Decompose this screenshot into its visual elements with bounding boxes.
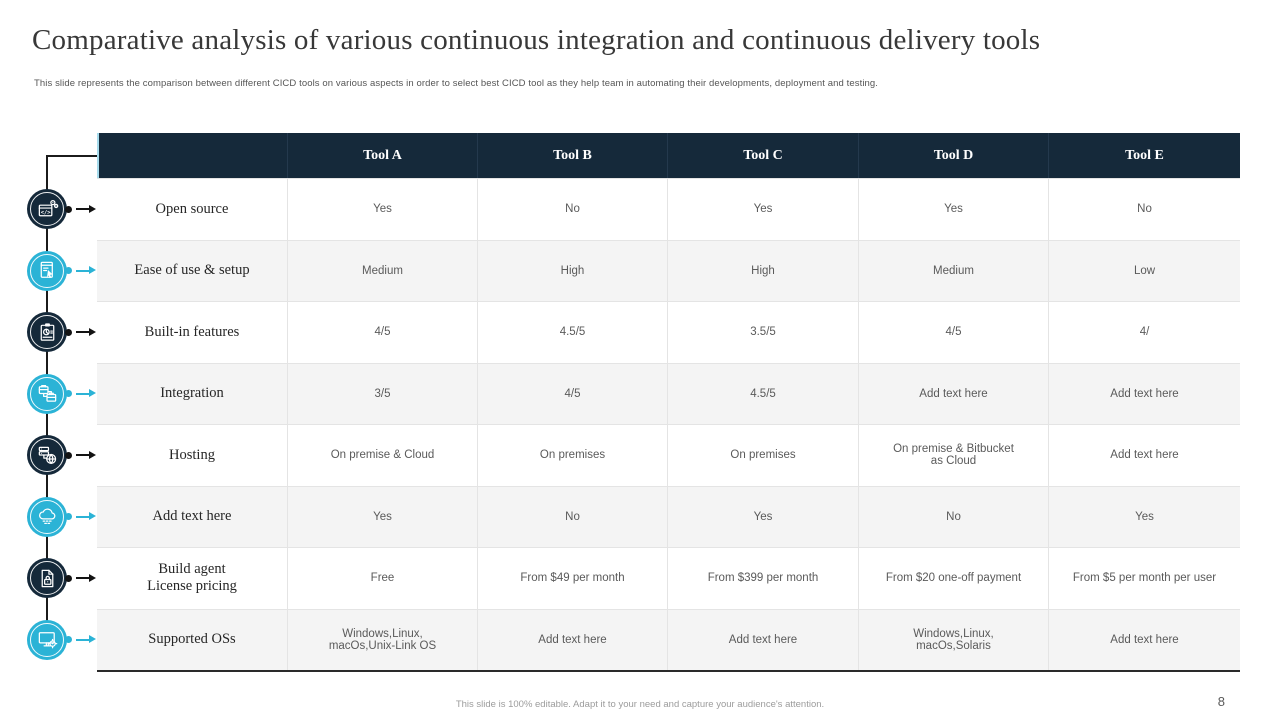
cell-integration-tool-d: Add text here (859, 362, 1049, 424)
cell-pricing-tool-d: From $20 one-off payment (859, 547, 1049, 609)
webpage-pointer-icon (40, 261, 53, 279)
cell-integration-tool-a: 3/5 (288, 362, 478, 424)
row-icon-hosting (27, 435, 67, 475)
row-label-open-source: Open source (97, 178, 288, 240)
clipboard-chart-icon (40, 322, 54, 341)
row-label-hosting: Hosting (97, 424, 288, 486)
cell-open-source-tool-b: No (478, 178, 668, 240)
cell-hosting-tool-b: On premises (478, 424, 668, 486)
cell-features-tool-c: 3.5/5 (668, 301, 859, 363)
cell-features-tool-d: 4/5 (859, 301, 1049, 363)
cell-pricing-tool-c: From $399 per month (668, 547, 859, 609)
row-icon-add-text (27, 496, 67, 537)
row-icon-integration (27, 373, 67, 414)
table-header-tool-a: Tool A (288, 133, 478, 178)
row-label-ease-of-use: Ease of use & setup (97, 239, 288, 301)
row-icon-built-in-features (27, 312, 67, 352)
table-header-tool-b: Tool B (478, 133, 668, 178)
cell-os-tool-a: Windows,Linux, macOs,Unix-Link OS (288, 608, 478, 670)
cell-ease-tool-d: Medium (859, 239, 1049, 301)
code-window-gear-icon: </> (38, 199, 58, 216)
comparison-table: Tool A Tool B Tool C Tool D Tool E Open … (97, 133, 1240, 672)
cell-ease-tool-b: High (478, 239, 668, 301)
table-header-tool-d: Tool D (859, 133, 1049, 178)
row-icon-supported-os (27, 619, 67, 660)
cell-pricing-tool-e: From $5 per month per user (1049, 547, 1240, 609)
icon-ring (30, 561, 64, 595)
cell-integration-tool-e: Add text here (1049, 362, 1240, 424)
connector-rail-horizontal (46, 155, 97, 157)
cell-hosting-tool-c: On premises (668, 424, 859, 486)
icon-ring (30, 315, 64, 349)
row-label-supported-os: Supported OSs (97, 608, 288, 670)
row-icon-ease-of-use (27, 250, 67, 291)
page-number: 8 (1217, 694, 1225, 709)
page-title: Comparative analysis of various continuo… (32, 24, 1041, 56)
row-label-integration: Integration (97, 362, 288, 424)
row-icon-license-pricing (27, 558, 67, 598)
cell-addtext-tool-a: Yes (288, 485, 478, 547)
cell-os-tool-e: Add text here (1049, 608, 1240, 670)
table-header-tool-e: Tool E (1049, 133, 1240, 178)
cell-open-source-tool-c: Yes (668, 178, 859, 240)
cell-addtext-tool-e: Yes (1049, 485, 1240, 547)
cell-features-tool-e: 4/ (1049, 301, 1240, 363)
cell-integration-tool-b: 4/5 (478, 362, 668, 424)
cell-integration-tool-c: 4.5/5 (668, 362, 859, 424)
document-lock-icon (41, 569, 53, 587)
svg-text:</>: </> (40, 209, 50, 215)
slide-subtitle: This slide represents the comparison bet… (34, 78, 879, 89)
row-label-add-text: Add text here (97, 485, 288, 547)
icon-ring (30, 499, 64, 534)
row-icon-open-source: </> (27, 189, 67, 229)
cell-features-tool-b: 4.5/5 (478, 301, 668, 363)
row-label-built-in-features: Built-in features (97, 301, 288, 363)
cell-pricing-tool-b: From $49 per month (478, 547, 668, 609)
row-label-license-pricing: Build agent License pricing (97, 547, 288, 609)
cell-ease-tool-a: Medium (288, 239, 478, 301)
monitor-gear-icon (38, 632, 57, 649)
icon-ring (30, 376, 64, 411)
cell-addtext-tool-b: No (478, 485, 668, 547)
icon-ring (30, 192, 64, 226)
cell-ease-tool-e: Low (1049, 239, 1240, 301)
server-globe-icon (38, 446, 56, 464)
table-header-blank (97, 133, 288, 178)
cell-pricing-tool-a: Free (288, 547, 478, 609)
cell-addtext-tool-c: Yes (668, 485, 859, 547)
cell-os-tool-c: Add text here (668, 608, 859, 670)
cell-features-tool-a: 4/5 (288, 301, 478, 363)
icon-ring (30, 622, 64, 657)
slide-footer-note: This slide is 100% editable. Adapt it to… (455, 699, 825, 710)
cell-open-source-tool-e: No (1049, 178, 1240, 240)
table-header-tool-c: Tool C (668, 133, 859, 178)
cloud-data-icon (38, 508, 55, 525)
cell-hosting-tool-a: On premise & Cloud (288, 424, 478, 486)
icon-ring (30, 438, 64, 472)
cell-hosting-tool-d: On premise & Bitbucket as Cloud (859, 424, 1049, 486)
cell-os-tool-b: Add text here (478, 608, 668, 670)
cell-open-source-tool-d: Yes (859, 178, 1049, 240)
cell-os-tool-d: Windows,Linux, macOs,Solaris (859, 608, 1049, 670)
cell-hosting-tool-e: Add text here (1049, 424, 1240, 486)
cell-open-source-tool-a: Yes (288, 178, 478, 240)
cell-ease-tool-c: High (668, 239, 859, 301)
icon-ring (30, 253, 64, 288)
cell-addtext-tool-d: No (859, 485, 1049, 547)
integration-boxes-icon (38, 385, 56, 402)
